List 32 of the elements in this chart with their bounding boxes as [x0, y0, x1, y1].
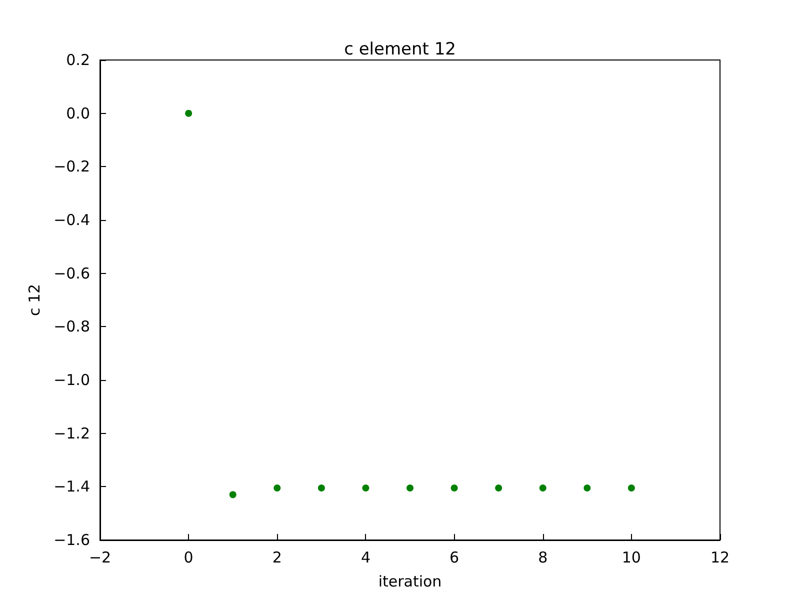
y-tick-label: 0.0	[66, 104, 90, 122]
y-axis-title: c 12	[26, 284, 44, 316]
x-tick-label: 0	[184, 548, 194, 566]
y-tick-label: −1.0	[54, 371, 90, 389]
y-tick-label: −0.6	[54, 264, 90, 282]
point	[274, 484, 281, 492]
x-tick-label: 12	[710, 548, 730, 566]
point	[185, 110, 192, 117]
point	[406, 484, 414, 492]
y-tick-label: −1.2	[54, 424, 90, 442]
x-tick-label: 10	[622, 548, 641, 566]
point	[229, 491, 236, 498]
y-tick-label: −0.2	[54, 158, 90, 176]
x-tick-label: 8	[538, 548, 548, 566]
x-tick-label: 2	[272, 548, 282, 566]
point	[584, 484, 591, 492]
point	[318, 484, 325, 492]
point	[362, 484, 370, 492]
point	[495, 484, 502, 492]
x-tick-label: −2	[88, 548, 112, 566]
x-axis-title: iteration	[378, 572, 442, 590]
x-tick-label: 6	[450, 548, 460, 566]
x-tick-label: 4	[360, 548, 370, 566]
point	[628, 484, 635, 492]
y-tick-label: −0.4	[54, 211, 90, 229]
y-tick-label: −1.4	[54, 478, 90, 496]
point	[450, 484, 458, 492]
y-tick-label: 0.2	[66, 51, 90, 69]
chart-title: c element 12	[344, 40, 456, 60]
y-tick-label: −0.8	[54, 318, 90, 336]
point	[539, 484, 546, 492]
y-tick-label: −1.6	[54, 531, 90, 549]
